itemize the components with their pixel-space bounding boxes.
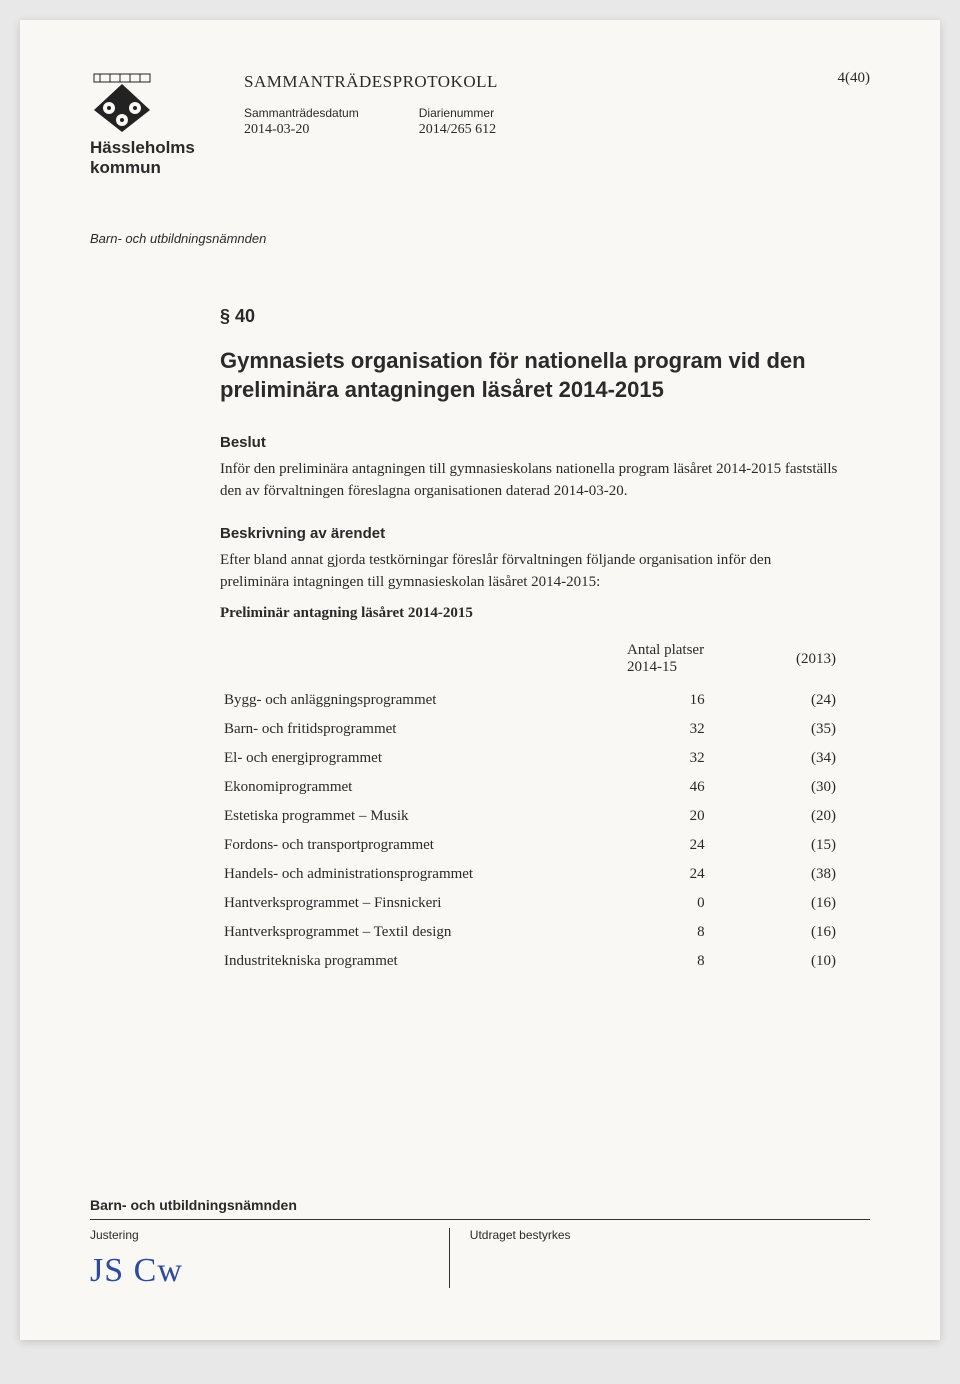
program-places: 46: [623, 773, 735, 802]
program-prev: (24): [735, 686, 840, 715]
table-header-row: Antal platser 2014-15 (2013): [220, 636, 840, 686]
program-places: 24: [623, 860, 735, 889]
col-places-label: Antal platser: [627, 642, 704, 658]
table-row: Hantverksprogrammet – Textil design8(16): [220, 918, 840, 947]
program-prev: (30): [735, 773, 840, 802]
table-row: Industritekniska programmet8(10): [220, 947, 840, 976]
page-number: 4(40): [838, 70, 871, 87]
program-prev: (35): [735, 715, 840, 744]
program-places: 8: [623, 947, 735, 976]
org-name: Hässleholms kommun: [90, 138, 220, 177]
program-prev: (10): [735, 947, 840, 976]
table-row: Ekonomiprogrammet46(30): [220, 773, 840, 802]
program-prev: (34): [735, 744, 840, 773]
org-name-line2: kommun: [90, 158, 161, 177]
program-name: Hantverksprogrammet – Textil design: [220, 918, 623, 947]
program-name: Industritekniska programmet: [220, 947, 623, 976]
program-prev: (16): [735, 918, 840, 947]
table-row: El- och energiprogrammet32(34): [220, 744, 840, 773]
program-places: 0: [623, 889, 735, 918]
decision-text: Inför den preliminära antagningen till g…: [220, 459, 840, 503]
document-title: SAMMANTRÄDESPROTOKOLL: [244, 72, 870, 92]
section-number: § 40: [220, 306, 840, 327]
program-prev: (38): [735, 860, 840, 889]
justering-label: Justering: [90, 1228, 449, 1242]
program-places: 20: [623, 802, 735, 831]
content-body: § 40 Gymnasiets organisation för natione…: [220, 306, 840, 976]
program-places: 8: [623, 918, 735, 947]
page-footer: Barn- och utbildningsnämnden Justering J…: [90, 1197, 870, 1290]
footer-row: Justering JS Cw Utdraget bestyrkes: [90, 1228, 870, 1290]
program-name: Ekonomiprogrammet: [220, 773, 623, 802]
program-name: Estetiska programmet – Musik: [220, 802, 623, 831]
description-text: Efter bland annat gjorda testkörningar f…: [220, 550, 840, 594]
program-prev: (15): [735, 831, 840, 860]
diary-number-block: Diarienummer 2014/265 612: [419, 106, 496, 138]
col-prev-label: (2013): [735, 636, 840, 686]
committee-name-top: Barn- och utbildningsnämnden: [90, 231, 870, 246]
utdraget-label: Utdraget bestyrkes: [470, 1228, 571, 1242]
preliminary-label: Preliminär antagning läsåret 2014-2015: [220, 605, 840, 622]
program-name: El- och energiprogrammet: [220, 744, 623, 773]
program-places: 24: [623, 831, 735, 860]
description-heading: Beskrivning av ärendet: [220, 525, 840, 542]
program-name: Hantverksprogrammet – Finsnickeri: [220, 889, 623, 918]
program-name: Fordons- och transportprogrammet: [220, 831, 623, 860]
footer-left: Justering JS Cw: [90, 1228, 449, 1290]
program-name: Handels- och administrationsprogrammet: [220, 860, 623, 889]
meeting-date-block: Sammanträdesdatum 2014-03-20: [244, 106, 359, 138]
program-places: 16: [623, 686, 735, 715]
decision-heading: Beslut: [220, 434, 840, 451]
diary-number-label: Diarienummer: [419, 106, 496, 120]
meta-row: Sammanträdesdatum 2014-03-20 Diarienumme…: [244, 106, 870, 138]
committee-name-bottom: Barn- och utbildningsnämnden: [90, 1197, 870, 1213]
org-name-line1: Hässleholms: [90, 138, 195, 157]
table-row: Estetiska programmet – Musik20(20): [220, 802, 840, 831]
footer-rule: [90, 1219, 870, 1220]
table-row: Bygg- och anläggningsprogrammet16(24): [220, 686, 840, 715]
table-body: Bygg- och anläggningsprogrammet16(24)Bar…: [220, 686, 840, 976]
header: Hässleholms kommun SAMMANTRÄDESPROTOKOLL…: [90, 70, 870, 177]
diary-number-value: 2014/265 612: [419, 122, 496, 138]
document-page: 4(40): [20, 20, 940, 1340]
program-table: Antal platser 2014-15 (2013) Bygg- och a…: [220, 636, 840, 976]
signature: JS Cw: [90, 1252, 449, 1290]
footer-right: Utdraget bestyrkes: [468, 1228, 571, 1290]
col-year-label: 2014-15: [627, 659, 677, 675]
footer-divider: [449, 1228, 450, 1288]
meeting-date-value: 2014-03-20: [244, 122, 359, 138]
program-name: Bygg- och anläggningsprogrammet: [220, 686, 623, 715]
section-headline: Gymnasiets organisation för nationella p…: [220, 347, 840, 404]
table-row: Hantverksprogrammet – Finsnickeri0(16): [220, 889, 840, 918]
table-row: Handels- och administrationsprogrammet24…: [220, 860, 840, 889]
program-places: 32: [623, 715, 735, 744]
table-row: Fordons- och transportprogrammet24(15): [220, 831, 840, 860]
meeting-date-label: Sammanträdesdatum: [244, 106, 359, 120]
program-prev: (16): [735, 889, 840, 918]
program-name: Barn- och fritidsprogrammet: [220, 715, 623, 744]
title-column: SAMMANTRÄDESPROTOKOLL Sammanträdesdatum …: [244, 70, 870, 138]
municipality-logo-icon: [90, 70, 154, 134]
program-places: 32: [623, 744, 735, 773]
table-row: Barn- och fritidsprogrammet32(35): [220, 715, 840, 744]
logo-column: Hässleholms kommun: [90, 70, 220, 177]
program-prev: (20): [735, 802, 840, 831]
